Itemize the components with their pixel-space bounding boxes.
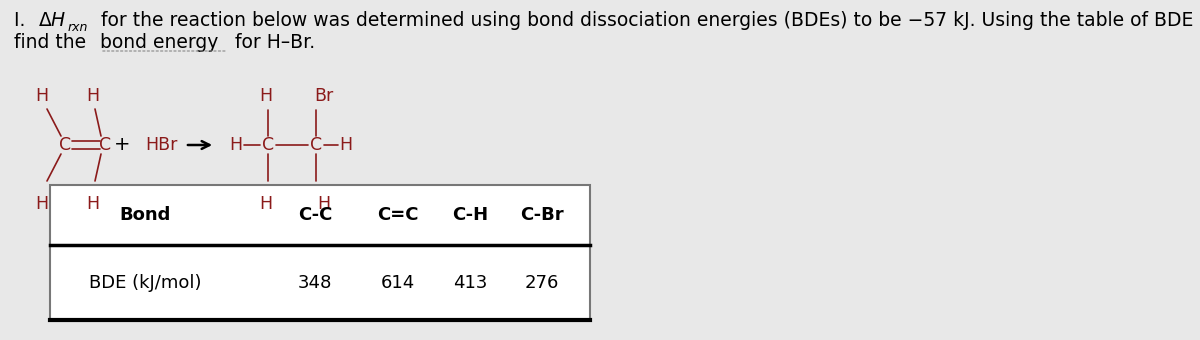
Text: H: H [36,87,48,105]
Text: C-C: C-C [298,206,332,224]
Text: HBr: HBr [145,136,178,154]
Bar [50,185,590,320]
Text: 276: 276 [524,273,559,291]
Text: H: H [259,195,272,213]
Text: I.: I. [14,11,31,30]
Text: 413: 413 [452,273,487,291]
Text: Bond: Bond [119,206,170,224]
Text: for H–Br.: for H–Br. [229,33,316,52]
Text: C: C [98,136,112,154]
Text: H: H [86,195,100,213]
Text: C-H: C-H [452,206,488,224]
Text: C-Br: C-Br [520,206,564,224]
Text: C: C [310,136,322,154]
Text: H: H [86,87,100,105]
Text: C: C [59,136,71,154]
Text: H: H [259,87,272,105]
Text: 348: 348 [298,273,332,291]
Text: Br: Br [314,87,334,105]
Text: H: H [36,195,48,213]
Text: C=C: C=C [377,206,419,224]
Text: $\Delta H$: $\Delta H$ [38,11,66,30]
Text: H: H [340,136,353,154]
Text: for the reaction below was determined using bond dissociation energies (BDEs) to: for the reaction below was determined us… [95,11,1200,30]
Text: BDE (kJ/mol): BDE (kJ/mol) [89,273,202,291]
Text: +: + [114,136,131,154]
Text: rxn: rxn [68,21,89,34]
Text: C: C [262,136,274,154]
Text: 614: 614 [380,273,415,291]
Text: find the: find the [14,33,92,52]
Text: H: H [318,195,330,213]
Text: H: H [229,136,242,154]
Text: bond energy: bond energy [100,33,218,52]
